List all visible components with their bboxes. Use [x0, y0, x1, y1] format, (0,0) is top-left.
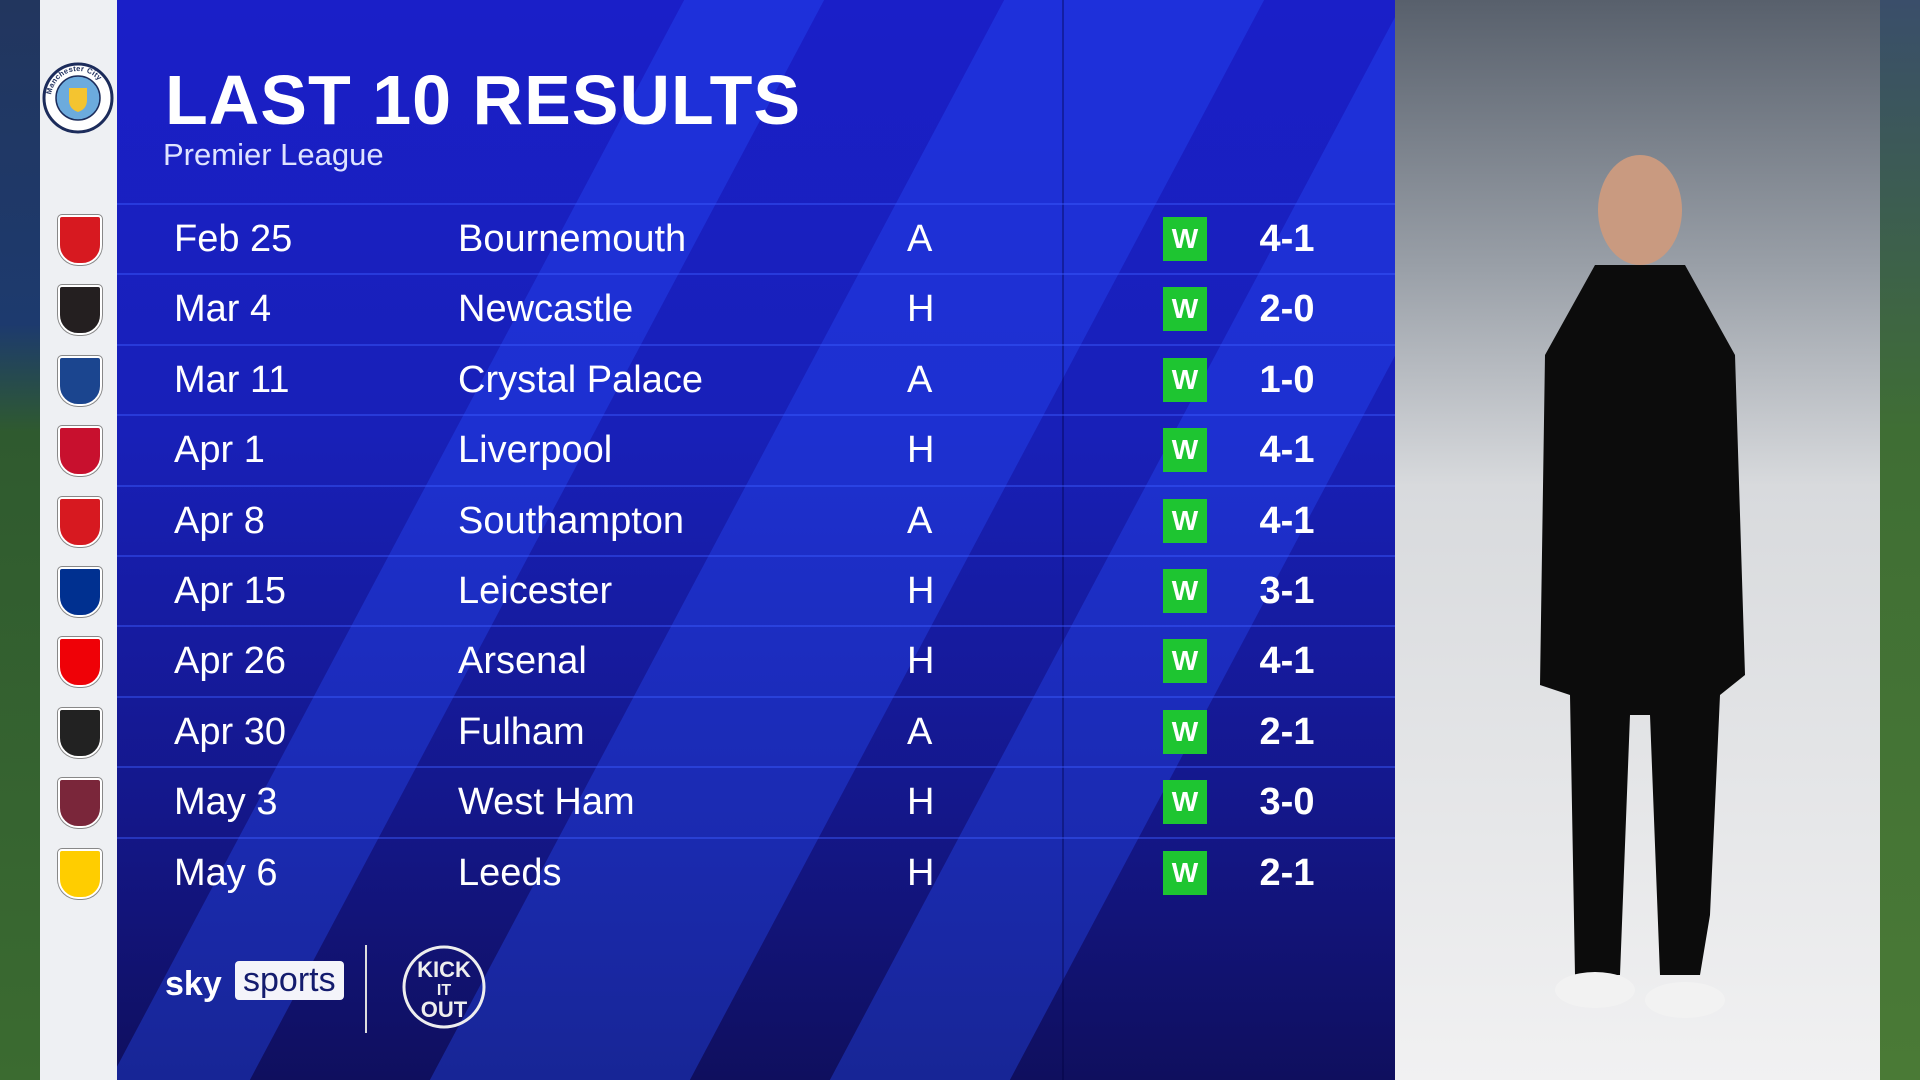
score: 3-0	[1259, 781, 1315, 824]
venue: A	[907, 710, 933, 753]
venue: H	[907, 288, 935, 331]
opponent-crest-icon	[58, 355, 102, 406]
opponent-name: Bournemouth	[458, 218, 687, 260]
opponent-crest-icon	[58, 496, 102, 547]
opponent-crest-icon	[58, 215, 102, 265]
table-row: Apr 30 Fulham A W 2-1	[117, 695, 1395, 768]
match-date: May 3	[174, 781, 278, 824]
opponent-crest-icon	[58, 637, 102, 688]
opponent-name: Newcastle	[458, 288, 634, 331]
opponent-crest-icon	[58, 285, 102, 336]
venue: H	[907, 781, 935, 824]
table-row: Mar 4 Newcastle H W 2-0	[117, 273, 1395, 345]
match-date: Mar 11	[174, 358, 290, 401]
man-city-crest-icon: Manchester City	[42, 62, 114, 134]
table-row: May 6 Leeds H W 2-1	[117, 836, 1395, 909]
result-badge: W	[1163, 357, 1207, 402]
opponent-name: Crystal Palace	[458, 358, 703, 401]
stadium-background-left	[0, 0, 40, 1080]
opponent-name: Leeds	[458, 851, 562, 894]
manager-photo	[1395, 0, 1880, 1080]
opponent-crest-icon	[58, 848, 102, 899]
table-row: Apr 8 Southampton A W 4-1	[117, 484, 1395, 557]
score: 4-1	[1259, 218, 1315, 260]
venue: H	[907, 851, 935, 894]
table-row: Mar 11 Crystal Palace A W 1-0	[117, 343, 1395, 416]
panel-divider	[1062, 0, 1064, 1080]
score: 4-1	[1259, 429, 1315, 472]
score: 3-1	[1259, 570, 1315, 612]
opponent-crest-icon	[58, 426, 102, 477]
match-date: Apr 8	[174, 499, 265, 542]
result-badge: W	[1163, 287, 1207, 332]
opponent-crest-icon	[58, 707, 102, 758]
match-date: Apr 1	[174, 429, 265, 472]
result-badge: W	[1163, 217, 1207, 261]
kick-it-out-logo: KICK IT OUT	[402, 945, 486, 1029]
table-row: Apr 26 Arsenal H W 4-1	[117, 625, 1395, 697]
logo-separator	[365, 945, 367, 1033]
venue: H	[907, 640, 935, 683]
score: 2-1	[1259, 851, 1315, 894]
opponent-name: Southampton	[458, 499, 685, 542]
svg-text:KICK: KICK	[417, 957, 471, 982]
sky-logo: sky	[165, 965, 222, 1003]
result-badge: W	[1163, 428, 1207, 473]
result-badge: W	[1163, 709, 1207, 754]
score: 4-1	[1259, 640, 1315, 683]
opponent-crest-icon	[58, 567, 102, 617]
match-date: Feb 25	[174, 218, 293, 260]
opponent-name: Leicester	[458, 570, 613, 612]
opponent-crest-icon	[58, 778, 102, 829]
match-date: May 6	[174, 851, 278, 894]
result-badge: W	[1163, 639, 1207, 684]
sports-logo: sports	[235, 961, 344, 1000]
match-date: Apr 30	[174, 710, 286, 753]
table-row: Feb 25 Bournemouth A W 4-1	[117, 203, 1395, 275]
score: 2-1	[1259, 710, 1315, 753]
venue: H	[907, 429, 935, 472]
page-title: LAST 10 RESULTS	[165, 61, 802, 139]
score: 1-0	[1259, 358, 1315, 401]
match-date: Apr 15	[174, 570, 286, 612]
score: 4-1	[1259, 499, 1315, 542]
venue: A	[907, 499, 933, 542]
result-badge: W	[1163, 569, 1207, 613]
competition-subtitle: Premier League	[163, 137, 384, 172]
opponent-name: Liverpool	[458, 429, 613, 472]
table-row: Apr 15 Leicester H W 3-1	[117, 555, 1395, 627]
result-badge: W	[1163, 498, 1207, 543]
match-date: Mar 4	[174, 288, 272, 331]
venue: H	[907, 570, 935, 612]
result-badge: W	[1163, 850, 1207, 895]
manager-figure	[1540, 155, 1745, 1018]
svg-text:OUT: OUT	[421, 997, 468, 1022]
stadium-background-right	[1880, 0, 1920, 1080]
result-badge: W	[1163, 780, 1207, 825]
opponent-name: Fulham	[458, 710, 585, 753]
opponent-name: Arsenal	[458, 640, 587, 683]
score: 2-0	[1259, 288, 1315, 331]
match-date: Apr 26	[174, 640, 286, 683]
svg-text:IT: IT	[437, 982, 451, 999]
venue: A	[907, 358, 933, 401]
table-row: May 3 West Ham H W 3-0	[117, 766, 1395, 838]
venue: A	[907, 218, 933, 260]
opponent-name: West Ham	[458, 781, 635, 824]
table-row: Apr 1 Liverpool H W 4-1	[117, 414, 1395, 486]
